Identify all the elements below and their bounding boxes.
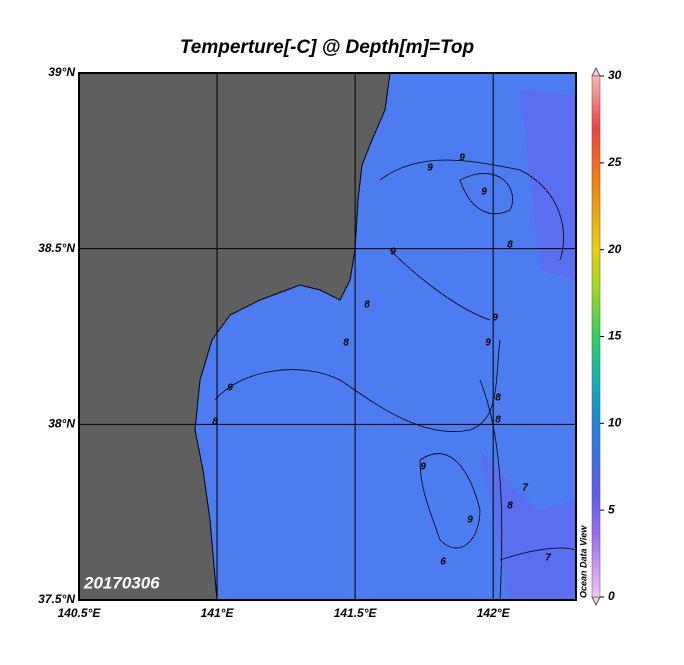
contour-label: 8	[507, 240, 513, 251]
colorbar-tick-label: 5	[608, 502, 615, 516]
contour-label: 9	[459, 153, 465, 164]
lon-tick-label: 141°E	[201, 606, 235, 620]
contour-label: 7	[545, 553, 551, 564]
colorbar-tick-label: 30	[608, 68, 622, 82]
contour-label: 9	[427, 163, 433, 174]
colorbar-tick-label: 10	[608, 416, 622, 430]
colorbar	[591, 75, 601, 598]
colorbar-tick-label: 0	[608, 589, 615, 603]
map-area	[79, 73, 576, 600]
lon-tick-label: 140.5°E	[58, 606, 102, 620]
colorbar-tick-label: 20	[607, 242, 622, 256]
contour-label: 9	[390, 247, 396, 258]
lat-tick-label: 37.5°N	[38, 592, 75, 606]
contour-label: 8	[495, 393, 501, 404]
contour-label: 9	[485, 338, 491, 349]
contour-label: 7	[522, 483, 528, 494]
contour-label: 6	[440, 557, 446, 568]
contour-label: 8	[343, 338, 349, 349]
contour-label: 9	[227, 383, 233, 394]
lat-tick-label: 39°N	[48, 65, 75, 79]
lon-tick-label: 141.5°E	[334, 606, 378, 620]
watermark: Ocean Data View	[578, 525, 588, 598]
land	[79, 73, 391, 600]
lat-tick-label: 38°N	[48, 417, 75, 431]
title: Temperture[-C] @ Depth[m]=Top	[180, 37, 474, 58]
contour-label: 8	[507, 501, 513, 512]
contour-label: 8	[495, 415, 501, 426]
lon-tick-label: 142°E	[477, 606, 511, 620]
contour-label: 9	[420, 462, 426, 473]
contour-label: 9	[467, 515, 473, 526]
contour-label: 9	[492, 313, 498, 324]
plot-frame	[78, 72, 577, 601]
contour-label: 8	[212, 417, 218, 428]
date-label: 20170306	[83, 573, 160, 592]
contour-label: 8	[364, 300, 370, 311]
contour-label: 9	[481, 187, 487, 198]
colorbar-tick-label: 15	[608, 329, 622, 343]
sea-cool	[480, 90, 576, 600]
lat-tick-label: 38.5°N	[38, 241, 75, 255]
colorbar-tick-label: 25	[607, 155, 622, 169]
